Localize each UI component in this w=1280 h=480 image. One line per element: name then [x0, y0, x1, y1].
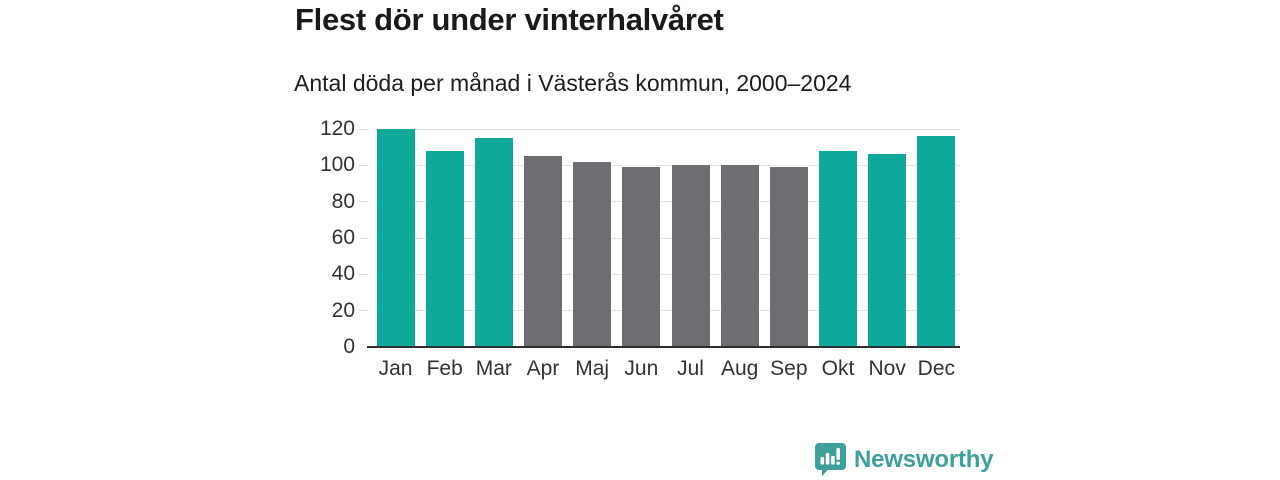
chart-subtitle: Antal döda per månad i Västerås kommun, … [294, 70, 852, 96]
y-tick-40 [359, 273, 368, 275]
bar-okt [819, 150, 858, 347]
x-axis-label-maj: Maj [575, 357, 610, 380]
y-axis-label-80: 80 [331, 189, 355, 213]
y-tick-100 [359, 164, 368, 166]
x-axis-label-dec: Dec [917, 357, 956, 380]
gridline-y-60 [375, 237, 960, 239]
y-axis-label-40: 40 [331, 262, 355, 286]
x-axis-label-nov: Nov [868, 357, 906, 380]
bar-feb [425, 150, 464, 347]
bar-dec [917, 136, 956, 347]
x-axis-label-sep: Sep [770, 357, 808, 380]
gridline-y-20 [375, 310, 960, 312]
y-axis-label-0: 0 [343, 335, 355, 358]
x-axis-label-mar: Mar [475, 357, 512, 380]
bar-aug [720, 165, 759, 347]
y-tick-120 [359, 128, 368, 130]
x-axis-label-feb: Feb [426, 357, 463, 380]
gridline-y-120 [375, 128, 960, 130]
x-axis-line [367, 346, 960, 348]
bar-jun [622, 167, 661, 347]
y-tick-60 [359, 237, 368, 239]
bar-apr [524, 156, 562, 347]
y-axis-label-60: 60 [331, 226, 355, 249]
y-axis-label-20: 20 [331, 298, 355, 322]
gridline-y-80 [375, 201, 960, 203]
newsworthy-logo-text: Newsworthy [854, 445, 994, 473]
bar-maj [573, 161, 612, 347]
gridline-y-40 [375, 273, 960, 275]
newsworthy-logo: Newsworthy [814, 442, 994, 477]
newsworthy-logo-icon [814, 442, 847, 477]
bar-jan [376, 129, 415, 347]
x-axis-label-aug: Aug [721, 357, 759, 380]
bar-jul [671, 165, 710, 347]
bar-sep [769, 167, 808, 347]
bar-mar [474, 138, 513, 347]
x-axis-label-jun: Jun [624, 357, 659, 380]
x-axis-label-jan: Jan [378, 357, 413, 380]
y-tick-20 [359, 310, 368, 312]
bar-chart-plot: 0 20 40 60 80 100 120 Jan Feb Mar Apr Maj Jun Jul Aug… [320, 117, 960, 380]
chart-title: Flest dör under vinterhalvåret [295, 2, 724, 37]
y-tick-80 [359, 201, 368, 203]
gridline-y-100 [375, 164, 960, 166]
x-axis-label-jul: Jul [677, 357, 704, 380]
x-axis-label-okt: Okt [821, 357, 855, 380]
y-axis-label-120: 120 [319, 117, 355, 140]
bar-nov [868, 154, 907, 347]
y-axis-label-100: 100 [319, 153, 355, 177]
x-axis-label-apr: Apr [526, 357, 560, 380]
